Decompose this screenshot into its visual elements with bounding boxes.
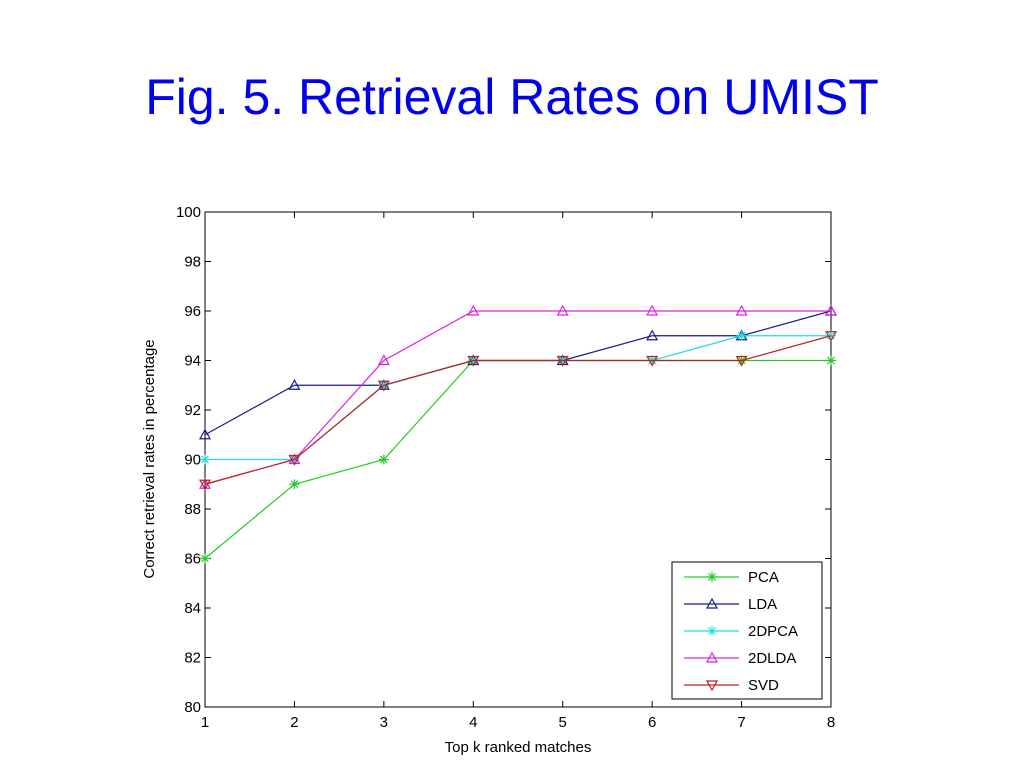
legend-label-2dpca: 2DPCA	[748, 623, 798, 640]
y-tick-label: 90	[184, 452, 201, 469]
x-tick-label: 8	[827, 714, 835, 731]
data-point-lda	[288, 379, 301, 390]
series-line-svd	[204, 335, 832, 485]
data-point-lda	[646, 329, 659, 341]
y-tick-label: 96	[184, 303, 201, 320]
data-point-pca	[289, 479, 300, 490]
data-point-pca	[378, 454, 389, 465]
y-tick-label: 88	[184, 501, 201, 518]
legend: PCA LDA 2DPCA 2DLDA SVD	[671, 561, 823, 700]
legend-entry-lda: LDA	[684, 596, 777, 613]
y-tick-label: 84	[184, 600, 201, 617]
x-tick-label: 4	[469, 714, 477, 731]
data-point-lda	[198, 428, 212, 440]
data-point-2dpca	[200, 454, 210, 465]
legend-label-lda: LDA	[748, 596, 777, 613]
legend-marker-2dpca	[707, 626, 717, 636]
legend-label-svd: SVD	[748, 677, 779, 694]
series-line-2dlda	[204, 310, 831, 485]
legend-marker-lda	[705, 597, 719, 609]
data-point-2dpca	[736, 330, 747, 341]
data-point-svd	[824, 331, 838, 342]
data-point-2dlda	[377, 354, 390, 366]
legend-label-2dlda: 2DLDA	[748, 650, 796, 667]
x-tick-label: 6	[648, 714, 656, 731]
legend-marker-pca	[707, 572, 717, 582]
x-tick-label: 5	[559, 714, 567, 731]
data-point-svd	[556, 355, 569, 367]
x-tick-label: 1	[201, 714, 209, 731]
legend-marker-svd	[705, 680, 719, 692]
data-point-svd	[198, 479, 212, 491]
legend-entry-svd: SVD	[684, 677, 779, 694]
legend-marker-2dlda	[705, 651, 719, 663]
x-axis-label: Top k ranked matches	[445, 739, 592, 756]
data-point-2dlda	[646, 304, 659, 316]
y-tick-label: 80	[184, 699, 201, 716]
y-tick-label: 82	[184, 650, 201, 667]
x-tick-label: 3	[380, 714, 388, 731]
y-axis-label: Correct retrieval rates in percentage	[141, 339, 158, 578]
data-point-svd	[467, 355, 480, 367]
y-tick-label: 98	[184, 254, 201, 271]
series-svd	[198, 331, 838, 491]
data-point-pca	[200, 553, 210, 564]
data-point-2dlda	[824, 304, 838, 316]
y-tick-label: 100	[176, 204, 201, 221]
data-point-svd	[646, 355, 659, 367]
data-point-2dlda	[735, 304, 748, 316]
data-point-pca	[826, 355, 836, 366]
series-group	[198, 304, 838, 564]
slide-title: Fig. 5. Retrieval Rates on UMIST	[145, 69, 879, 125]
data-point-2dlda	[467, 304, 480, 316]
data-point-2dlda	[556, 304, 569, 316]
data-point-svd	[377, 380, 390, 392]
y-tick-label: 86	[184, 551, 201, 568]
legend-entry-pca: PCA	[684, 569, 779, 586]
legend-label-pca: PCA	[748, 569, 779, 586]
x-tick-label: 7	[737, 714, 745, 731]
y-tick-label: 94	[184, 353, 201, 370]
legend-entry-2dlda: 2DLDA	[684, 650, 796, 667]
y-tick-label: 92	[184, 402, 201, 419]
data-point-svd	[288, 454, 301, 466]
x-tick-label: 2	[290, 714, 298, 731]
data-point-svd	[735, 355, 748, 367]
legend-entry-2dpca: 2DPCA	[684, 623, 798, 640]
